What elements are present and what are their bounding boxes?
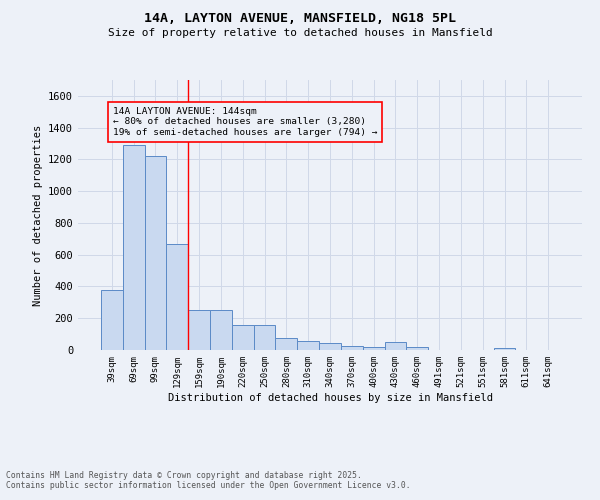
Bar xyxy=(210,310,232,350)
Bar xyxy=(254,324,275,350)
Y-axis label: Number of detached properties: Number of detached properties xyxy=(32,124,43,306)
Bar xyxy=(406,347,428,350)
X-axis label: Distribution of detached houses by size in Mansfield: Distribution of detached houses by size … xyxy=(167,392,493,402)
Bar xyxy=(297,342,319,350)
Bar xyxy=(385,342,406,350)
Bar xyxy=(494,348,515,350)
Bar xyxy=(166,244,188,350)
Bar xyxy=(319,343,341,350)
Bar xyxy=(188,310,210,350)
Bar xyxy=(363,347,385,350)
Text: Size of property relative to detached houses in Mansfield: Size of property relative to detached ho… xyxy=(107,28,493,38)
Text: 14A LAYTON AVENUE: 144sqm
← 80% of detached houses are smaller (3,280)
19% of se: 14A LAYTON AVENUE: 144sqm ← 80% of detac… xyxy=(113,107,377,137)
Bar xyxy=(145,156,166,350)
Bar xyxy=(123,145,145,350)
Text: Contains HM Land Registry data © Crown copyright and database right 2025.
Contai: Contains HM Land Registry data © Crown c… xyxy=(6,470,410,490)
Bar xyxy=(101,290,123,350)
Bar xyxy=(275,338,297,350)
Text: 14A, LAYTON AVENUE, MANSFIELD, NG18 5PL: 14A, LAYTON AVENUE, MANSFIELD, NG18 5PL xyxy=(144,12,456,26)
Bar xyxy=(341,346,363,350)
Bar xyxy=(232,324,254,350)
